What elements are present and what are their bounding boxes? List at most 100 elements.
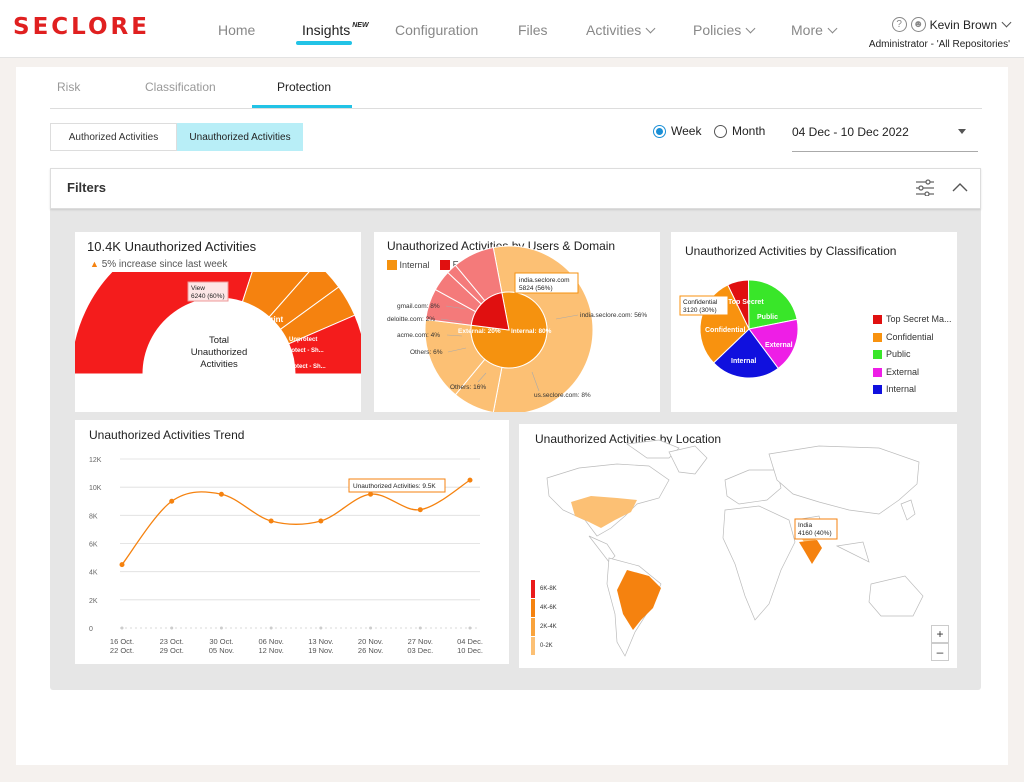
india-seclore-tooltip: india.seclore.com 5824 (56%) (514, 272, 579, 294)
month-radio[interactable]: Month (714, 124, 765, 139)
slice-label-print: Print (265, 315, 284, 324)
x-tick-label: 05 Nov. (209, 646, 234, 655)
legend-swatch-internal (387, 259, 397, 270)
week-label: Week (671, 124, 702, 138)
date-range-select[interactable]: 04 Dec - 10 Dec 2022 (792, 123, 978, 152)
legend-swatch (531, 599, 535, 617)
map-land (546, 439, 924, 657)
slice-label-view: View (175, 313, 194, 322)
nav-configuration[interactable]: Configuration (395, 22, 479, 38)
legend-label: 4K-6K (540, 605, 557, 611)
region-brazil[interactable] (617, 570, 661, 630)
legend-item[interactable]: Internal (873, 381, 952, 399)
inner-slice-2[interactable] (470, 292, 510, 331)
tooltip-text: Unauthorized Activities: 9.5K (353, 483, 436, 490)
legend-swatch (873, 350, 882, 360)
slice-label-unprotect: Unprotect (289, 337, 317, 343)
nav-more[interactable]: More (791, 22, 838, 38)
tooltip-line1: Confidential (683, 299, 718, 306)
world-map[interactable]: India 4160 (40%) 6K-8K 4K-6K 2K-4K 0-2K (519, 424, 957, 668)
trend-point[interactable] (318, 518, 324, 524)
slice-label-protect-1: Protect - Sh... (285, 348, 324, 354)
trend-point[interactable] (119, 562, 125, 568)
user-menu[interactable]: ? ☻ Kevin Brown Administrator - 'All Repos… (868, 16, 1012, 50)
filters-label: Filters (67, 180, 107, 195)
legend-item[interactable]: Top Secret Ma... (873, 311, 952, 329)
legend-swatch (531, 618, 535, 636)
region-india[interactable] (799, 540, 822, 564)
seclore-logo[interactable]: SECLORE (13, 14, 150, 40)
legend-item[interactable]: Public (873, 346, 952, 364)
legend-swatch (873, 385, 882, 395)
trend-tooltip: Unauthorized Activities: 9.5K (348, 478, 446, 493)
pie-slice-4[interactable] (712, 328, 779, 379)
nav-home[interactable]: Home (218, 22, 256, 38)
center-label-line2: Unauthorized (191, 347, 248, 358)
zoom-in-button[interactable]: + (931, 625, 949, 643)
region-usa[interactable] (571, 496, 637, 528)
map-legend: 6K-8K 4K-6K 2K-4K 0-2K (531, 580, 557, 655)
nav-activities[interactable]: Activities (586, 22, 656, 38)
main-panel: Risk Classification Protection Authorize… (16, 67, 1008, 765)
legend-label: Internal (886, 384, 917, 394)
label-others-16: Others: 16% (450, 384, 486, 391)
zoom-out-button[interactable]: – (931, 643, 949, 661)
date-range-value: 04 Dec - 10 Dec 2022 (792, 125, 909, 139)
caret-down-icon (958, 129, 966, 134)
user-role: Administrator - 'All Repositories' (868, 39, 1010, 50)
legend-internal: Internal (399, 259, 430, 270)
classification-title: Unauthorized Activities by Classificatio… (685, 244, 897, 258)
y-tick-label: 0 (89, 626, 93, 633)
location-card: Unauthorized Activities by Location (519, 424, 957, 668)
help-icon[interactable]: ? (891, 17, 907, 33)
filters-bar[interactable]: Filters (50, 168, 981, 209)
users-domain-card: Unauthorized Activities by Users & Domai… (374, 232, 660, 412)
outer-labels: gmail.com: 8% deloitte.com: 2% acme.com:… (387, 303, 647, 399)
x-tick-dot (170, 626, 174, 630)
trend-point[interactable] (417, 507, 423, 513)
users-domain-sunburst: gmail.com: 8% deloitte.com: 2% acme.com:… (387, 245, 647, 412)
trend-point[interactable] (268, 518, 274, 524)
tooltip-line1: india.seclore.com (519, 277, 570, 284)
nav-policies[interactable]: Policies (693, 22, 756, 38)
sliders-icon[interactable] (915, 179, 935, 196)
authorized-activities-button[interactable]: Authorized Activities (50, 123, 177, 151)
x-tick-label: 19 Nov. (308, 646, 333, 655)
pie-slice-3[interactable] (748, 318, 799, 370)
classification-legend: Top Secret Ma... Confidential Public Ext… (873, 311, 952, 399)
tab-risk[interactable]: Risk (57, 80, 81, 94)
inner-label-internal: Internal: 80% (511, 328, 552, 335)
tab-protection[interactable]: Protection (277, 80, 332, 94)
trend-note: ▲ 5% increase since last week (90, 259, 227, 270)
legend-item[interactable]: Confidential (873, 329, 952, 347)
chevron-up-icon[interactable] (952, 182, 968, 192)
label-acme: acme.com: 4% (397, 332, 440, 339)
nav-insights[interactable]: Insights NEW (302, 22, 369, 38)
trend-point[interactable] (169, 498, 175, 504)
nav-files[interactable]: Files (518, 22, 548, 38)
classification-pie: Top Secret Public External Internal Conf… (679, 279, 799, 379)
trend-point[interactable] (218, 491, 224, 497)
x-tick-label: 20 Nov. (358, 637, 383, 646)
legend-swatch-external (440, 259, 451, 270)
tooltip-line2: 6240 (60%) (191, 293, 225, 300)
pie-slice-2[interactable] (747, 279, 798, 330)
tooltip-line2: 3120 (30%) (683, 307, 717, 314)
week-radio[interactable]: Week (653, 124, 702, 139)
tab-classification[interactable]: Classification (145, 80, 216, 94)
slice-5[interactable] (288, 314, 361, 375)
unauthorized-activities-button[interactable]: Unauthorized Activities (177, 123, 303, 151)
x-tick-label: 10 Dec. (457, 646, 483, 655)
confidential-tooltip: Confidential 3120 (30%) (679, 295, 729, 316)
map-highlights (571, 496, 822, 630)
legend-label: Confidential (886, 331, 934, 342)
trend-point[interactable] (467, 477, 473, 483)
label-deloitte: deloitte.com: 2% (387, 316, 435, 323)
y-tick-label: 4K (89, 570, 98, 577)
user-name: Kevin Brown (929, 17, 997, 32)
trend-point[interactable] (368, 491, 374, 497)
legend-label: Public (886, 349, 911, 359)
x-tick-dot (319, 626, 323, 630)
legend-item[interactable]: External (873, 364, 952, 382)
y-tick-label: 6K (89, 542, 98, 549)
